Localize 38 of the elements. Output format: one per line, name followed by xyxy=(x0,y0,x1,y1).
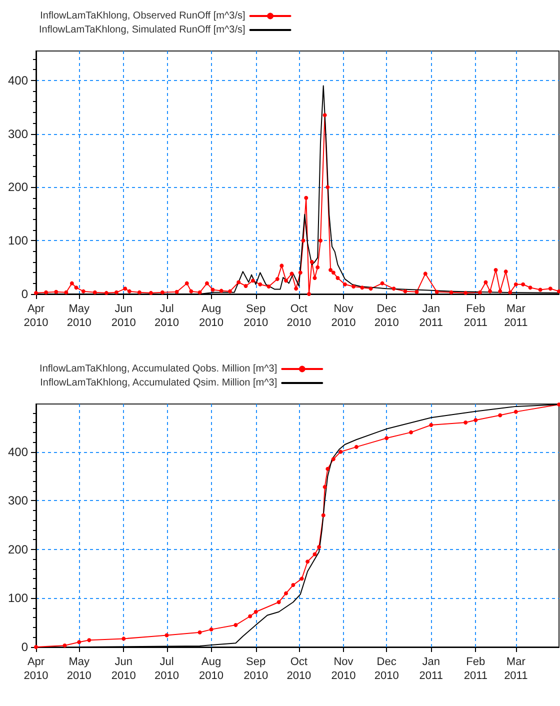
y-tick-label: 200 xyxy=(8,542,28,556)
x-tick-label: Oct 2010 xyxy=(286,656,312,682)
x-tick-label: Jun 2010 xyxy=(111,656,136,682)
x-tick-label: Apr 2010 xyxy=(24,656,48,682)
legend-label: InflowLamTaKhlong, Accumulated Qsim. Million [m^3] xyxy=(40,378,278,388)
x-tick-label: Apr 2010 xyxy=(24,303,48,329)
y-tick-label: 400 xyxy=(8,444,28,459)
x-tick-label: Nov 2010 xyxy=(331,303,356,329)
x-tick-label: May 2010 xyxy=(66,303,92,329)
y-tick-label: 100 xyxy=(8,591,28,606)
x-tick-label: Sep 2010 xyxy=(244,303,268,329)
x-tick-label: Mar 2011 xyxy=(504,303,528,329)
x-tick-label: Jan 2011 xyxy=(419,656,443,682)
x-tick-label: Nov 2010 xyxy=(331,656,356,682)
y-tick-label: 0 xyxy=(21,287,28,301)
y-tick-label: 200 xyxy=(8,180,28,194)
y-tick-label: 300 xyxy=(8,126,28,141)
x-tick-label: Jul 2010 xyxy=(154,303,179,329)
x-tick-label: Aug 2010 xyxy=(199,656,224,682)
x-tick-label: Feb 2011 xyxy=(464,656,488,682)
legend-label: InflowLamTaKhlong, Accumulated Qobs. Million [m^3] xyxy=(40,364,278,374)
legend-label: InflowLamTaKhlong, Observed RunOff [m^3/s] xyxy=(40,10,246,22)
x-tick-label: Oct 2010 xyxy=(286,303,312,329)
x-tick-label: Sep 2010 xyxy=(244,656,268,682)
y-tick-label: 400 xyxy=(8,73,28,88)
x-tick-label: Jan 2011 xyxy=(419,303,443,329)
x-tick-label: Jul 2010 xyxy=(154,656,179,682)
y-tick-label: 300 xyxy=(8,494,28,508)
y-tick-label: 100 xyxy=(8,234,28,248)
x-tick-label: Jun 2010 xyxy=(111,303,136,329)
x-tick-label: Aug 2010 xyxy=(199,303,224,329)
y-tick-label: 0 xyxy=(21,640,28,654)
x-tick-label: May 2010 xyxy=(66,656,92,682)
x-tick-label: Dec 2010 xyxy=(374,656,399,682)
x-tick-label: Dec 2010 xyxy=(374,303,399,329)
x-tick-label: Feb 2011 xyxy=(464,303,488,329)
legend-label: InflowLamTaKhlong, Simulated RunOff [m^3/s] xyxy=(38,24,246,36)
x-tick-label: Mar 2011 xyxy=(504,656,528,682)
